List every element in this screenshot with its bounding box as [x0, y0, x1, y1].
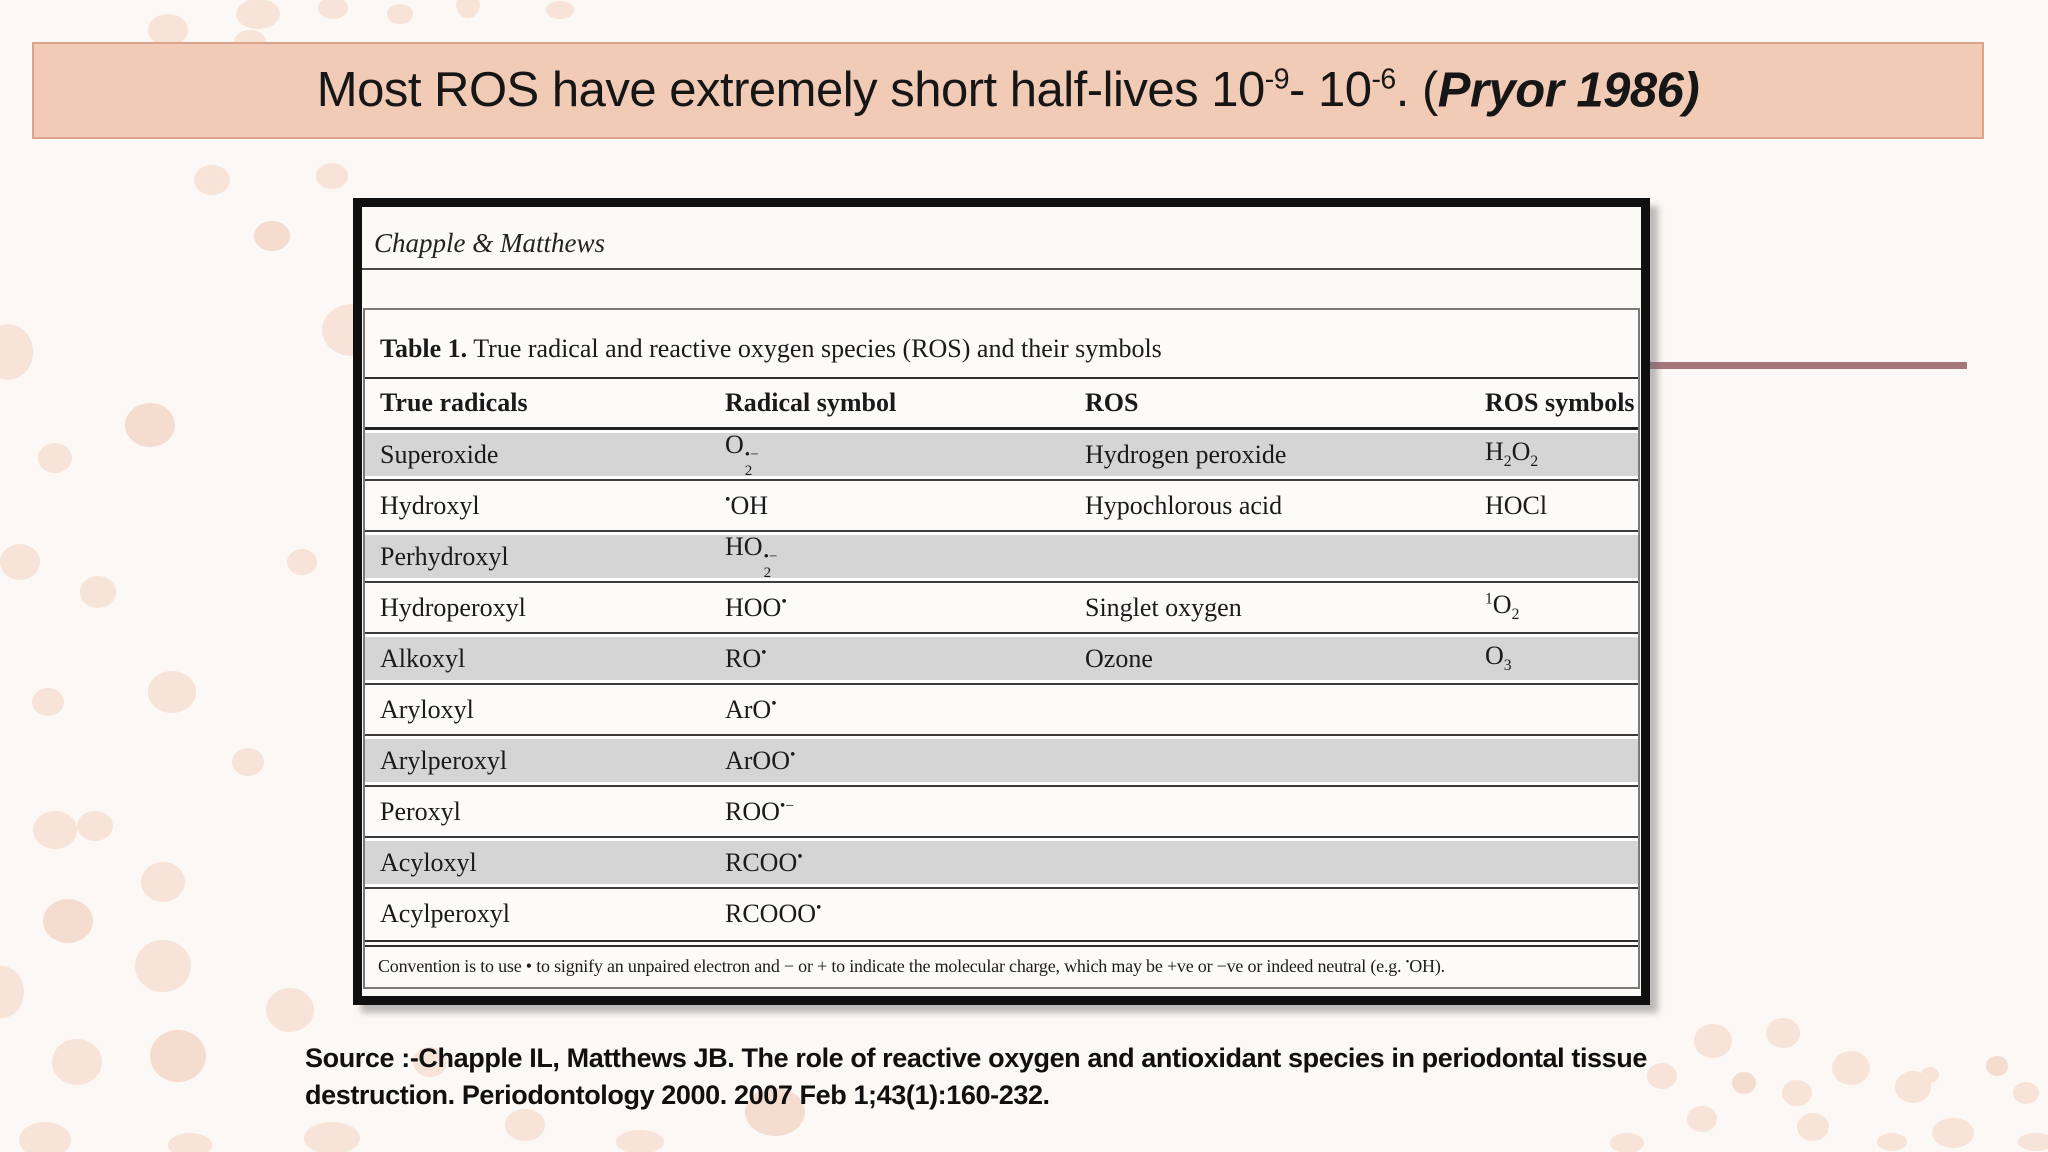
table-row: Acylperoxyl RCOOO• — [365, 887, 1638, 938]
table-footnote: Convention is to use • to signify an unp… — [378, 956, 1445, 976]
table-caption: Table 1. True radical and reactive oxyge… — [365, 310, 1638, 364]
cell-true-radical: Alkoxyl — [380, 643, 466, 673]
table-row: Arylperoxyl ArOO• — [365, 734, 1638, 785]
table-caption-text: True radical and reactive oxygen species… — [467, 334, 1162, 363]
slide-title: Most ROS have extremely short half-lives… — [316, 63, 1700, 118]
cell-radical-symbol: ROO•− — [725, 796, 795, 826]
cell-ros-symbol: HOCl — [1485, 490, 1548, 520]
cell-true-radical: Hydroperoxyl — [380, 592, 526, 622]
table-bottom-double-rule — [365, 940, 1638, 947]
cell-true-radical: Perhydroxyl — [380, 541, 509, 571]
cell-ros: Hydrogen peroxide — [1085, 439, 1287, 469]
cell-ros: Singlet oxygen — [1085, 592, 1242, 622]
cell-true-radical: Arylperoxyl — [380, 745, 508, 775]
table-body: Superoxide O •− 2 Hydrogen peroxide H2O2 H… — [365, 430, 1638, 938]
cell-radical-symbol: RCOOO• — [725, 898, 822, 928]
table-row: Alkoxyl RO• Ozone O3 — [365, 632, 1638, 683]
journal-table-figure: Chapple & Matthews Table 1. True radical… — [353, 198, 1650, 1005]
table-header-row: True radicals Radical symbol ROS ROS sym… — [365, 379, 1638, 430]
cell-radical-symbol: O •− 2 — [725, 430, 759, 479]
cell-true-radical: Hydroxyl — [380, 490, 480, 520]
cell-radical-symbol: RO• — [725, 643, 767, 673]
table-row: Acyloxyl RCOO• — [365, 836, 1638, 887]
column-header-ros: ROS — [1085, 388, 1139, 417]
cell-ros: Hypochlorous acid — [1085, 490, 1283, 520]
cell-true-radical: Aryloxyl — [380, 694, 474, 724]
column-header-radical-symbol: Radical symbol — [725, 388, 897, 417]
cell-radical-symbol: HO •− 2 — [725, 532, 778, 581]
accent-line — [1645, 362, 1967, 369]
cell-true-radical: Superoxide — [380, 439, 499, 469]
cell-true-radical: Peroxyl — [380, 796, 461, 826]
journal-header: Chapple & Matthews — [374, 228, 605, 258]
cell-radical-symbol: RCOO• — [725, 847, 803, 877]
cell-ros-symbol: H2O2 — [1485, 437, 1539, 471]
cell-ros: Ozone — [1085, 643, 1153, 673]
table-row: Hydroxyl •OH Hypochlorous acid HOCl — [365, 479, 1638, 530]
table-caption-label: Table 1. — [380, 334, 468, 363]
journal-header-rule — [362, 268, 1641, 270]
table-row: Perhydroxyl HO •− 2 — [365, 530, 1638, 581]
cell-true-radical: Acyloxyl — [380, 847, 477, 877]
slide-title-bar: Most ROS have extremely short half-lives… — [32, 42, 1984, 139]
caption-rule — [365, 377, 1638, 379]
paper-table: Table 1. True radical and reactive oxyge… — [363, 308, 1640, 989]
table-row: Aryloxyl ArO• — [365, 683, 1638, 734]
column-header-true-radicals: True radicals — [380, 388, 528, 417]
table-row: Hydroperoxyl HOO• Singlet oxygen 1O2 — [365, 581, 1638, 632]
cell-radical-symbol: ArOO• — [725, 745, 796, 775]
column-header-ros-symbols: ROS symbols — [1485, 388, 1635, 417]
cell-ros-symbol: O3 — [1485, 641, 1512, 675]
cell-radical-symbol: HOO• — [725, 592, 787, 622]
cell-radical-symbol: ArO• — [725, 694, 777, 724]
title-citation: Pryor 1986) — [1437, 63, 1700, 118]
cell-ros-symbol: 1O2 — [1485, 590, 1520, 624]
table-row: Superoxide O •− 2 Hydrogen peroxide H2O2 — [365, 430, 1638, 479]
cell-true-radical: Acylperoxyl — [380, 898, 510, 928]
title-main-text: Most ROS have extremely short half-lives… — [316, 63, 1439, 118]
source-citation: Source :-Chapple IL, Matthews JB. The ro… — [305, 1043, 1647, 1110]
cell-radical-symbol: •OH — [725, 490, 769, 520]
table-row: Peroxyl ROO•− — [365, 785, 1638, 836]
